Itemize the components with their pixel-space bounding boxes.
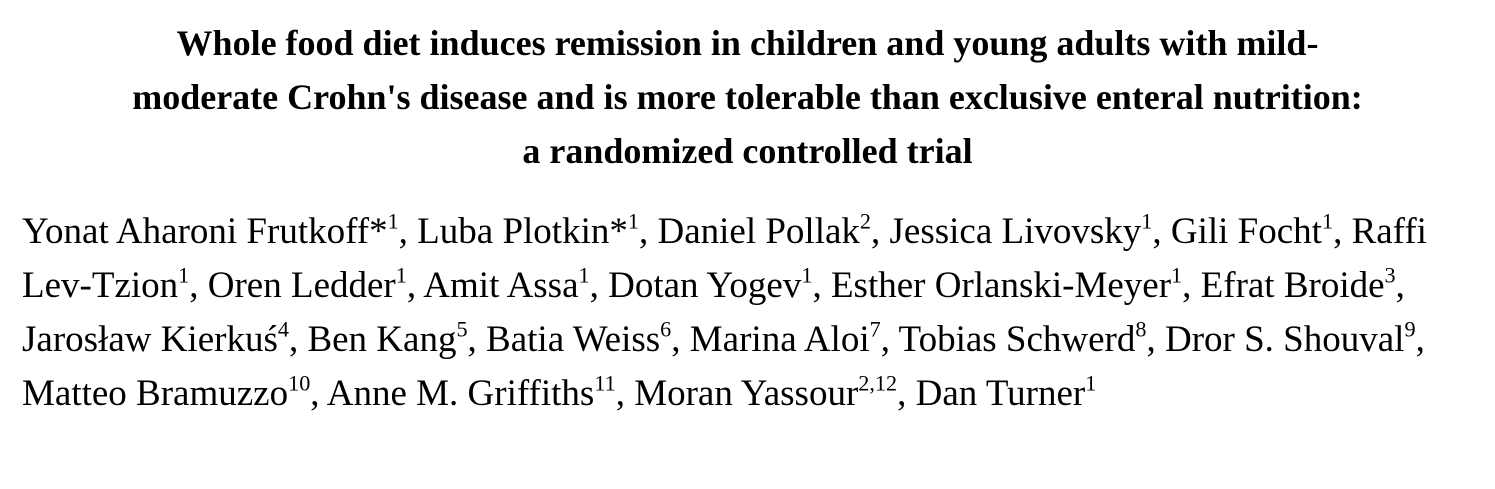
author-name: Dror S. Shouval bbox=[1164, 319, 1405, 360]
author-name: Dan Turner bbox=[915, 373, 1086, 414]
separator: , bbox=[897, 373, 916, 414]
author-name: Gili Focht bbox=[1170, 211, 1322, 252]
author-name: Matteo Bramuzzo bbox=[22, 373, 289, 414]
separator: , bbox=[589, 265, 609, 306]
author-name: Marina Aloi bbox=[689, 319, 870, 360]
separator: , bbox=[1395, 265, 1405, 306]
separator: , bbox=[871, 211, 890, 252]
separator: , bbox=[812, 265, 831, 306]
author-name: Daniel Pollak bbox=[657, 211, 860, 252]
separator: , bbox=[615, 373, 635, 414]
affiliation-mark: 1 bbox=[1321, 208, 1334, 234]
affiliation-mark: 7 bbox=[869, 316, 881, 342]
author-name: Jarosław Kierkuś bbox=[22, 319, 278, 360]
affiliation-mark: 1 bbox=[387, 208, 399, 234]
affiliation-mark: 1 bbox=[395, 262, 407, 288]
author-name: Jessica Livovsky bbox=[889, 211, 1142, 252]
separator: , bbox=[467, 319, 487, 360]
separator: , bbox=[406, 265, 424, 306]
author-name: Efrat Broide bbox=[1200, 265, 1385, 306]
affiliation-mark: 2 bbox=[859, 208, 871, 234]
separator: , bbox=[1152, 211, 1171, 252]
affiliation-mark: 10 bbox=[288, 370, 311, 396]
separator: , bbox=[1146, 319, 1165, 360]
separator: , bbox=[1182, 265, 1201, 306]
separator: , bbox=[1415, 319, 1425, 360]
separator: , bbox=[880, 319, 899, 360]
author-name: Amit Assa bbox=[423, 265, 579, 306]
affiliation-mark: 3 bbox=[1384, 262, 1396, 288]
affiliation-mark: 1 bbox=[1141, 208, 1153, 234]
separator: , bbox=[671, 319, 690, 360]
author-name: Esther Orlanski-Meyer bbox=[830, 265, 1172, 306]
author-name: Dotan Yogev bbox=[608, 265, 802, 306]
separator: , bbox=[288, 319, 308, 360]
affiliation-mark: 2,12 bbox=[858, 370, 898, 396]
affiliation-mark: 1 bbox=[178, 262, 190, 288]
author-list: Yonat Aharoni Frutkoff*1, Luba Plotkin*1… bbox=[22, 205, 1462, 421]
author-name: Ben Kang bbox=[307, 319, 457, 360]
title-line: a randomized controlled trial bbox=[522, 131, 973, 171]
affiliation-mark: 1 bbox=[801, 262, 813, 288]
author-name: Tobias Schwerd bbox=[898, 319, 1136, 360]
author-name: Oren Ledder bbox=[207, 265, 396, 306]
affiliation-mark: 4 bbox=[277, 316, 289, 342]
author-name: Batia Weiss bbox=[486, 319, 661, 360]
affiliation-mark: 1 bbox=[627, 208, 639, 234]
title-line: Whole food diet induces remission in chi… bbox=[176, 23, 1319, 63]
author-name: Yonat Aharoni Frutkoff* bbox=[22, 211, 388, 252]
author-name: Moran Yassour bbox=[634, 373, 859, 414]
affiliation-mark: 9 bbox=[1404, 316, 1416, 342]
affiliation-mark: 1 bbox=[1085, 370, 1097, 396]
separator: , bbox=[638, 211, 658, 252]
affiliation-mark: 1 bbox=[1171, 262, 1183, 288]
separator: , bbox=[310, 373, 327, 414]
affiliation-mark: 8 bbox=[1135, 316, 1147, 342]
author-name: Raffi Lev-Tzion bbox=[22, 211, 1427, 306]
affiliation-mark: 1 bbox=[578, 262, 590, 288]
separator: , bbox=[1333, 211, 1352, 252]
title: Whole food diet induces remission in chi… bbox=[0, 16, 1495, 178]
affiliation-mark: 11 bbox=[594, 370, 616, 396]
affiliation-mark: 5 bbox=[456, 316, 468, 342]
affiliation-mark: 6 bbox=[660, 316, 672, 342]
title-line: moderate Crohn's disease and is more tol… bbox=[132, 77, 1363, 117]
separator: , bbox=[189, 265, 208, 306]
separator: , bbox=[398, 211, 418, 252]
author-name: Luba Plotkin* bbox=[417, 211, 628, 252]
author-name: Anne M. Griffiths bbox=[326, 373, 595, 414]
